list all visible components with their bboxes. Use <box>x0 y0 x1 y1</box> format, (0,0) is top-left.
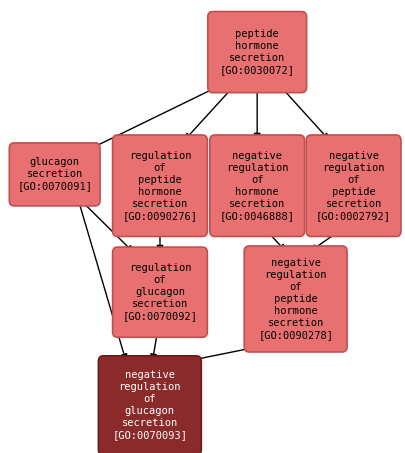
Text: glucagon
secretion
[GO:0070091]: glucagon secretion [GO:0070091] <box>17 157 92 192</box>
FancyBboxPatch shape <box>244 246 347 352</box>
Text: regulation
of
peptide
hormone
secretion
[GO:0090276]: regulation of peptide hormone secretion … <box>122 151 198 221</box>
Text: negative
regulation
of
peptide
secretion
[GO:0002792]: negative regulation of peptide secretion… <box>316 151 391 221</box>
FancyBboxPatch shape <box>113 247 207 337</box>
FancyBboxPatch shape <box>208 12 307 93</box>
FancyBboxPatch shape <box>9 143 100 206</box>
Text: negative
regulation
of
hormone
secretion
[GO:0046888]: negative regulation of hormone secretion… <box>220 151 295 221</box>
Text: regulation
of
glucagon
secretion
[GO:0070092]: regulation of glucagon secretion [GO:007… <box>122 263 198 321</box>
Text: negative
regulation
of
glucagon
secretion
[GO:0070093]: negative regulation of glucagon secretio… <box>112 371 188 440</box>
FancyBboxPatch shape <box>210 135 305 236</box>
FancyBboxPatch shape <box>113 135 207 236</box>
FancyBboxPatch shape <box>98 356 201 453</box>
FancyBboxPatch shape <box>306 135 401 236</box>
Text: negative
regulation
of
peptide
hormone
secretion
[GO:0090278]: negative regulation of peptide hormone s… <box>258 258 333 340</box>
Text: peptide
hormone
secretion
[GO:0030072]: peptide hormone secretion [GO:0030072] <box>220 29 295 75</box>
